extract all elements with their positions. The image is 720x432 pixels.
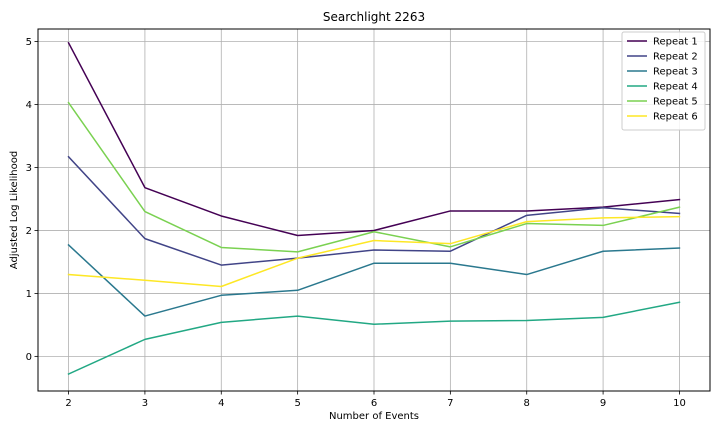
legend-label: Repeat 6 xyxy=(653,112,698,123)
x-tick-label: 9 xyxy=(600,398,606,409)
series-line-3 xyxy=(67,243,681,317)
series-line-5 xyxy=(67,101,681,253)
x-tick-label: 7 xyxy=(447,398,453,409)
chart-title: Searchlight 2263 xyxy=(323,10,425,24)
series-line-2 xyxy=(67,155,681,266)
x-tick-label: 8 xyxy=(524,398,530,409)
y-tick-label: 3 xyxy=(26,163,32,174)
x-tick-label: 2 xyxy=(65,398,71,409)
y-tick-label: 4 xyxy=(26,100,32,111)
grid xyxy=(38,29,710,391)
legend: Repeat 1 Repeat 2 Repeat 3 Repeat 4 Repeat 5… xyxy=(621,31,706,131)
x-axis-label: Number of Events xyxy=(329,411,419,422)
y-tick-label: 1 xyxy=(26,289,32,300)
legend-label: Repeat 3 xyxy=(653,67,698,78)
legend-label: Repeat 1 xyxy=(653,37,698,48)
ticks: 2 3 4 5 6 7 8 9 10 0 1 2 3 4 5 xyxy=(26,37,686,409)
y-tick-label: 2 xyxy=(26,226,32,237)
x-tick-label: 5 xyxy=(294,398,300,409)
legend-label: Repeat 4 xyxy=(653,82,698,93)
y-tick-label: 0 xyxy=(26,352,32,363)
series-line-4 xyxy=(67,301,681,375)
x-tick-label: 4 xyxy=(218,398,224,409)
legend-label: Repeat 5 xyxy=(653,97,698,108)
x-tick-label: 10 xyxy=(673,398,686,409)
series-lines xyxy=(67,41,681,375)
x-tick-label: 6 xyxy=(371,398,377,409)
y-tick-label: 5 xyxy=(26,37,32,48)
x-tick-label: 3 xyxy=(142,398,148,409)
series-line-6 xyxy=(67,215,681,288)
legend-label: Repeat 2 xyxy=(653,52,698,63)
series-line-1 xyxy=(67,41,681,237)
y-axis-label: Adjusted Log Likelihood xyxy=(9,151,20,269)
